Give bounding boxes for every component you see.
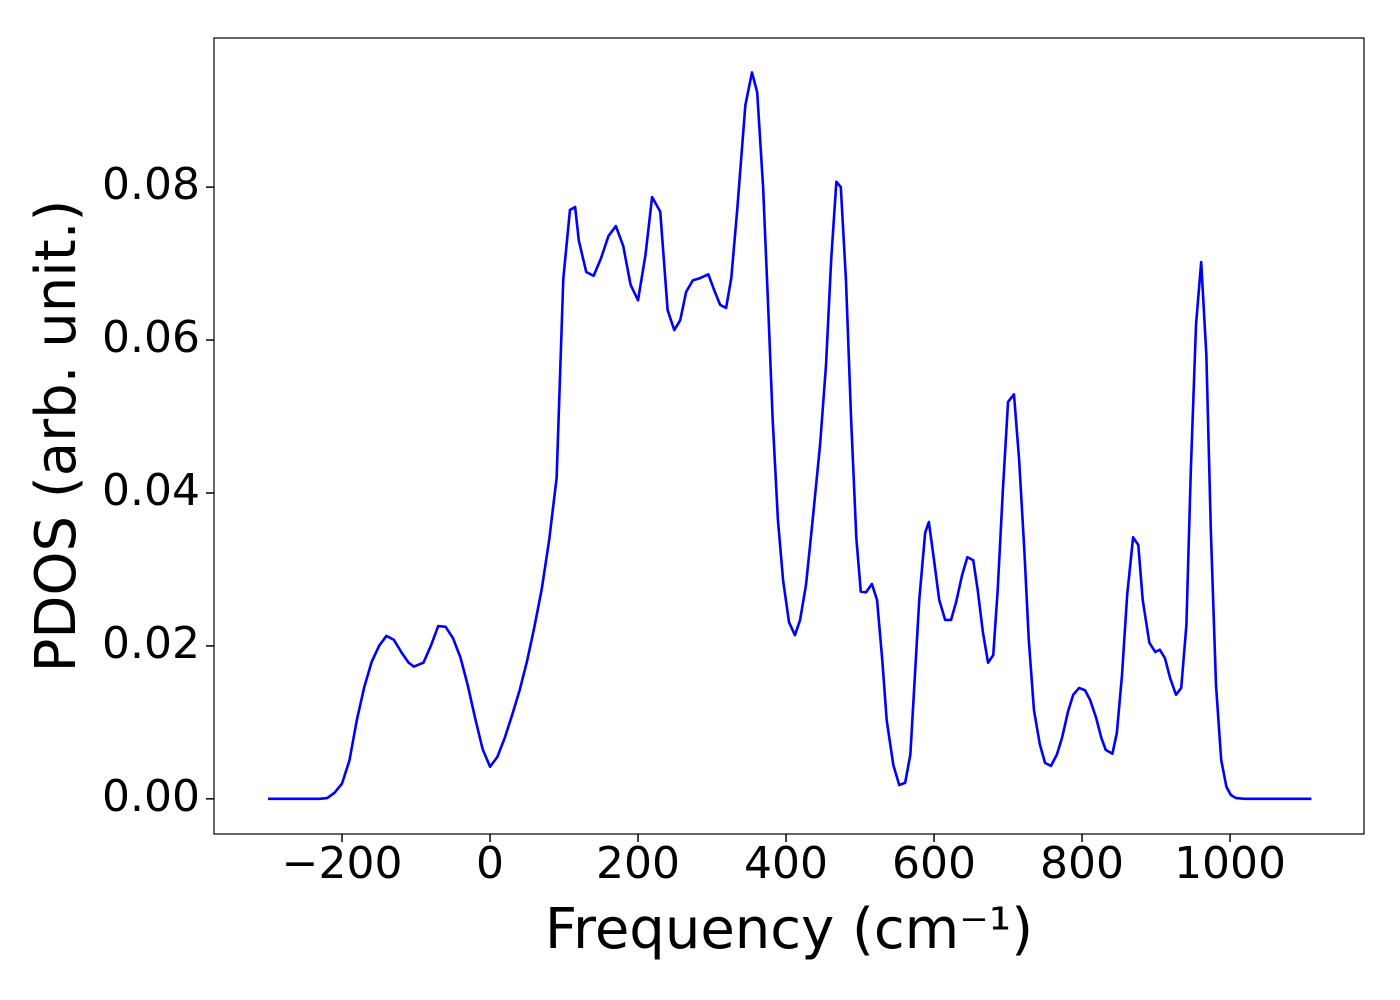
plot-frame bbox=[213, 37, 1365, 835]
x-tick-label: 0 bbox=[476, 838, 504, 889]
x-tick-label: 400 bbox=[744, 838, 828, 889]
x-tick-label: −200 bbox=[282, 838, 403, 889]
x-axis-label: Frequency (cm⁻¹) bbox=[545, 897, 1033, 962]
y-axis-label: PDOS (arb. unit.) bbox=[24, 200, 89, 673]
x-tick-label: 1000 bbox=[1174, 838, 1286, 889]
y-tick-label: 0.02 bbox=[102, 618, 200, 669]
y-tick-label: 0.06 bbox=[102, 312, 200, 363]
line-series bbox=[268, 71, 1312, 801]
x-tick-label: 800 bbox=[1040, 838, 1124, 889]
x-tick-label: 200 bbox=[596, 838, 680, 889]
y-tick-label: 0.04 bbox=[102, 465, 200, 516]
x-tick-label: 600 bbox=[892, 838, 976, 889]
y-tick-label: 0.08 bbox=[102, 159, 200, 210]
y-tick-label: 0.00 bbox=[102, 771, 200, 822]
